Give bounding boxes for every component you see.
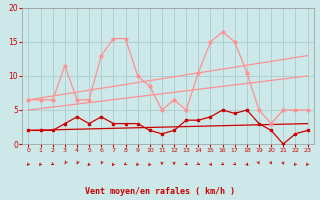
Text: Vent moyen/en rafales ( km/h ): Vent moyen/en rafales ( km/h ) <box>85 187 235 196</box>
